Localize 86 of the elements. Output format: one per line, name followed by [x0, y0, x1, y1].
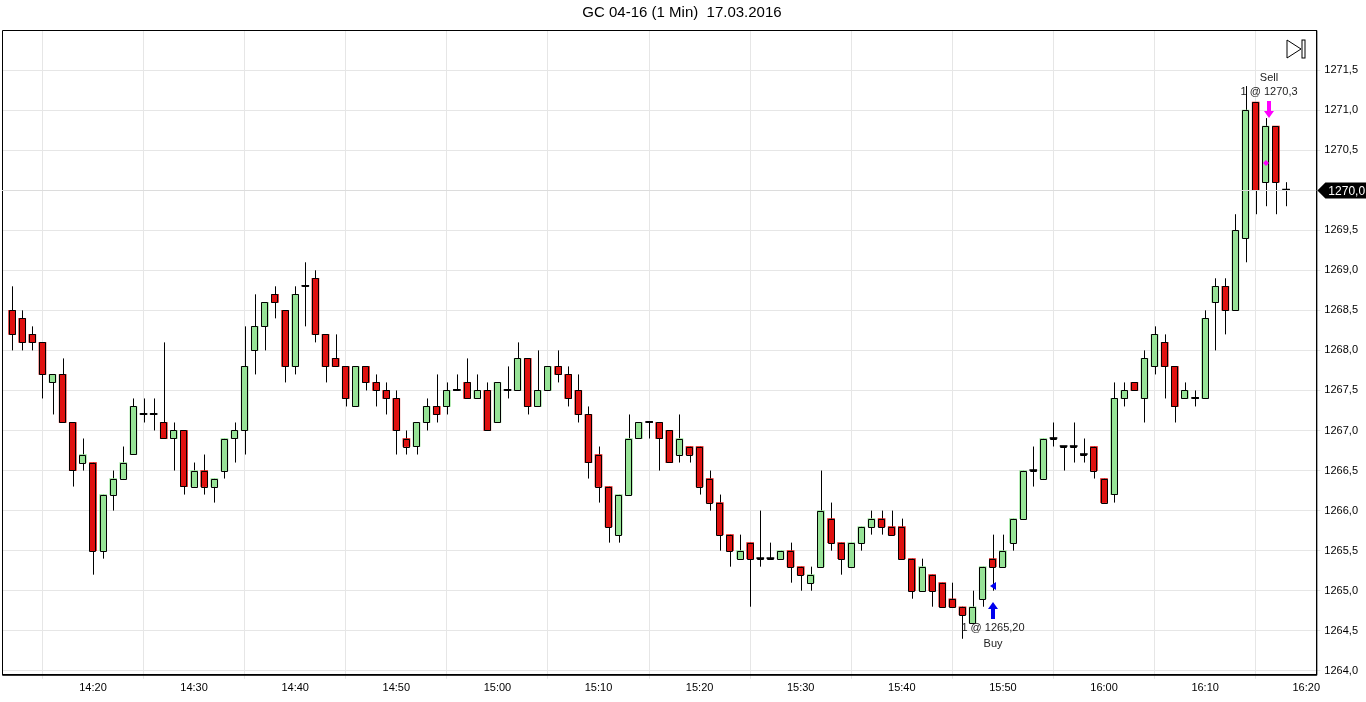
candlestick — [544, 366, 552, 391]
candlestick — [453, 373, 461, 391]
candlestick — [503, 365, 512, 399]
candlestick — [412, 421, 421, 456]
x-tick-label: 15:30 — [786, 681, 815, 694]
ref-line-label: 1270,0 — [1328, 183, 1366, 198]
candlestick — [68, 421, 77, 488]
candlestick — [139, 397, 148, 423]
x-tick-label: 15:40 — [888, 681, 916, 694]
candlestick — [948, 582, 957, 608]
candlestick — [463, 357, 471, 399]
candlestick — [443, 381, 451, 415]
y-tick-label: 1264,0 — [1324, 663, 1359, 676]
candlestick — [352, 366, 360, 407]
candlestick — [645, 421, 653, 440]
x-tick-label: 16:10 — [1191, 681, 1219, 694]
candlestick — [968, 590, 977, 624]
candlestick — [978, 566, 987, 608]
y-tick-label: 1265,0 — [1324, 583, 1359, 596]
candlestick — [554, 349, 562, 383]
annotation: 1 @ 1270,3 — [1240, 84, 1298, 97]
candlestick — [149, 397, 158, 431]
candlestick — [230, 421, 239, 464]
x-tick-label: 14:50 — [382, 681, 411, 694]
x-tick-label: 15:50 — [989, 681, 1017, 694]
annotation: 1 @ 1265,20 — [961, 621, 1025, 634]
candlestick — [48, 373, 57, 415]
candlestick — [534, 349, 542, 407]
y-tick-label: 1270,5 — [1324, 143, 1359, 156]
candlestick — [655, 421, 664, 472]
x-tick-label: 15:00 — [483, 681, 512, 694]
x-tick-label: 14:30 — [180, 681, 208, 694]
candlestick — [159, 341, 168, 440]
annotation: Sell — [1259, 71, 1279, 84]
y-tick-label: 1265,5 — [1324, 543, 1359, 556]
candlestick — [1160, 333, 1169, 399]
candlestick — [250, 293, 259, 375]
candlestick — [908, 558, 916, 600]
y-tick-label: 1268,5 — [1324, 303, 1359, 316]
candlestick — [473, 373, 482, 399]
y-tick-label: 1264,5 — [1324, 623, 1359, 636]
candlestick — [261, 301, 269, 351]
chart-title: GC 04-16 (1 Min) 17.03.2016 — [582, 3, 782, 21]
y-tick-label: 1266,5 — [1324, 463, 1359, 476]
candlestick — [1211, 277, 1220, 351]
candlestick — [321, 333, 330, 383]
y-tick-label: 1268,0 — [1324, 343, 1359, 356]
candlestick — [382, 381, 391, 415]
candlestick — [928, 574, 936, 608]
candlestick — [240, 325, 249, 456]
y-tick-label: 1266,0 — [1324, 503, 1359, 516]
y-tick-label: 1267,0 — [1324, 423, 1359, 436]
candlestick — [422, 397, 431, 431]
candlestick — [1261, 117, 1270, 207]
candlestick — [1272, 125, 1280, 215]
y-tick-label: 1271,0 — [1324, 103, 1359, 116]
candlestick — [28, 325, 37, 351]
annotation: Buy — [983, 636, 1003, 649]
candlestick — [180, 430, 188, 496]
y-tick-label: 1271,5 — [1324, 63, 1359, 76]
candlestick — [1170, 365, 1179, 423]
candlestick — [523, 357, 532, 415]
candlestick — [1251, 101, 1260, 215]
candlestick — [271, 285, 279, 319]
candlestick — [341, 365, 350, 407]
candlestick — [170, 421, 178, 472]
candlestick — [432, 373, 441, 423]
candlestick — [1150, 325, 1159, 375]
y-tick-label: 1269,5 — [1324, 223, 1359, 236]
candlestick — [372, 373, 380, 407]
candlestick — [58, 357, 67, 423]
candlestick — [1241, 85, 1250, 263]
x-tick-label: 16:00 — [1090, 681, 1118, 694]
candlestick — [301, 261, 310, 327]
x-tick-label: 15:10 — [584, 681, 613, 694]
x-tick-label: 14:20 — [79, 681, 107, 694]
candlestick — [362, 365, 370, 391]
y-tick-label: 1269,0 — [1324, 263, 1359, 276]
x-tick-label: 16:20 — [1292, 681, 1321, 694]
y-tick-label: 1267,5 — [1324, 383, 1359, 396]
candlestick — [1120, 381, 1129, 407]
candlestick — [513, 341, 522, 391]
candlestick — [331, 333, 340, 367]
x-tick-label: 14:40 — [281, 681, 309, 694]
candlestick — [958, 606, 967, 640]
x-tick-label: 15:20 — [685, 681, 714, 694]
